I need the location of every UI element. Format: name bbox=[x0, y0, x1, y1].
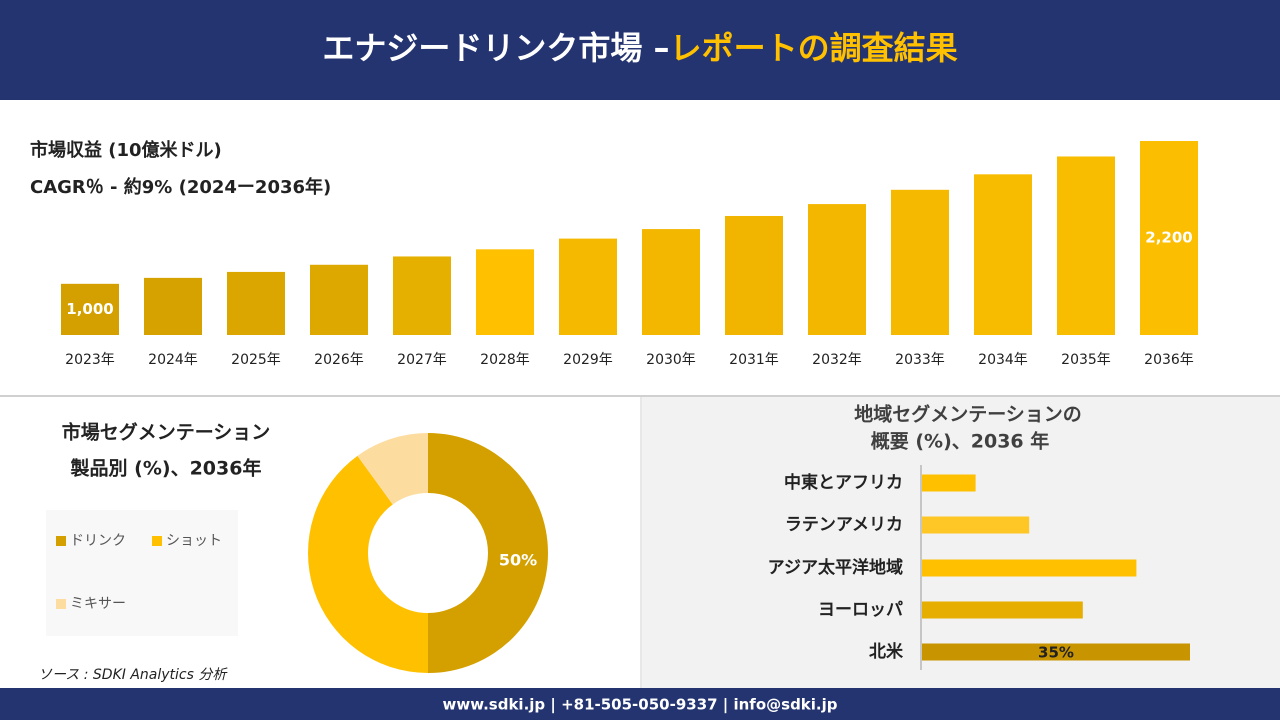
legend-box bbox=[46, 510, 238, 636]
header-title: エナジードリンク市場 –レポートの調査結果 bbox=[322, 29, 957, 67]
chart-title: 市場セグメンテーション bbox=[62, 421, 271, 444]
bar bbox=[808, 204, 866, 335]
source-note: ソース : SDKI Analytics 分析 bbox=[38, 667, 228, 683]
x-tick-label: 2026年 bbox=[314, 352, 364, 368]
bar bbox=[1140, 141, 1198, 335]
y-tick-label: ラテンアメリカ bbox=[785, 515, 903, 535]
bar bbox=[393, 256, 451, 335]
bar bbox=[227, 271, 285, 335]
bar bbox=[922, 601, 1083, 619]
title-highlight: レポートの調査結果 bbox=[670, 29, 958, 67]
chart-subtitle: 製品別 (%)、2036年 bbox=[70, 457, 262, 480]
x-tick-label: 2029年 bbox=[563, 352, 613, 368]
region-panel bbox=[642, 397, 1280, 688]
legend-swatch bbox=[56, 536, 66, 546]
legend-label: ミキサー bbox=[70, 596, 126, 612]
x-tick-label: 2027年 bbox=[397, 352, 447, 368]
data-label: 2,200 bbox=[1145, 229, 1192, 247]
footer-band bbox=[0, 688, 1280, 720]
header-band bbox=[0, 0, 1280, 100]
chart-subtitle: CAGR％ - 約9% (2024ー2036年) bbox=[30, 176, 331, 198]
x-tick-label: 2023年 bbox=[65, 352, 115, 368]
bar bbox=[974, 174, 1032, 335]
bar bbox=[922, 559, 1137, 577]
y-tick-label: 北米 bbox=[869, 641, 904, 662]
x-tick-label: 2033年 bbox=[895, 352, 945, 368]
bar bbox=[61, 283, 119, 335]
bar bbox=[559, 238, 617, 335]
x-tick-label: 2036年 bbox=[1144, 352, 1194, 368]
bar bbox=[310, 264, 368, 335]
x-tick-label: 2031年 bbox=[729, 352, 779, 368]
x-tick-label: 2034年 bbox=[978, 352, 1028, 368]
pie-slice bbox=[357, 433, 428, 505]
y-tick-label: アジア太平洋地域 bbox=[768, 557, 903, 578]
bar bbox=[476, 249, 534, 335]
x-tick-label: 2024年 bbox=[148, 352, 198, 368]
bar bbox=[1057, 156, 1115, 335]
bar bbox=[922, 516, 1030, 534]
x-tick-label: 2032年 bbox=[812, 352, 862, 368]
legend-label: ドリンク bbox=[70, 533, 126, 549]
chart-subtitle: 概要 (%)、2036 年 bbox=[871, 430, 1050, 453]
x-tick-label: 2025年 bbox=[231, 352, 281, 368]
y-tick-label: ヨーロッパ bbox=[818, 600, 903, 620]
x-tick-label: 2028年 bbox=[480, 352, 530, 368]
bar bbox=[642, 229, 700, 335]
bar bbox=[922, 643, 1190, 661]
pie-slice bbox=[428, 433, 548, 673]
bar bbox=[891, 189, 949, 335]
data-label: 50% bbox=[499, 551, 537, 570]
data-label: 1,000 bbox=[66, 300, 113, 318]
chart-title: 市場収益 (10億米ドル) bbox=[30, 139, 222, 161]
legend-swatch bbox=[152, 536, 162, 546]
x-tick-label: 2030年 bbox=[646, 352, 696, 368]
y-tick-label: 中東とアフリカ bbox=[784, 472, 903, 493]
legend-swatch bbox=[56, 599, 66, 609]
bar bbox=[144, 277, 202, 335]
footer-contact: www.sdki.jp | +81-505-050-9337 | info@sd… bbox=[442, 696, 837, 715]
bar bbox=[922, 474, 976, 492]
data-label: 35% bbox=[1038, 644, 1074, 662]
legend-label: ショット bbox=[166, 533, 222, 549]
title-main: エナジードリンク市場 – bbox=[322, 29, 669, 67]
x-tick-label: 2035年 bbox=[1061, 352, 1111, 368]
bar bbox=[725, 215, 783, 335]
pie-slice bbox=[308, 455, 428, 673]
chart-title: 地域セグメンテーションの bbox=[854, 403, 1082, 426]
